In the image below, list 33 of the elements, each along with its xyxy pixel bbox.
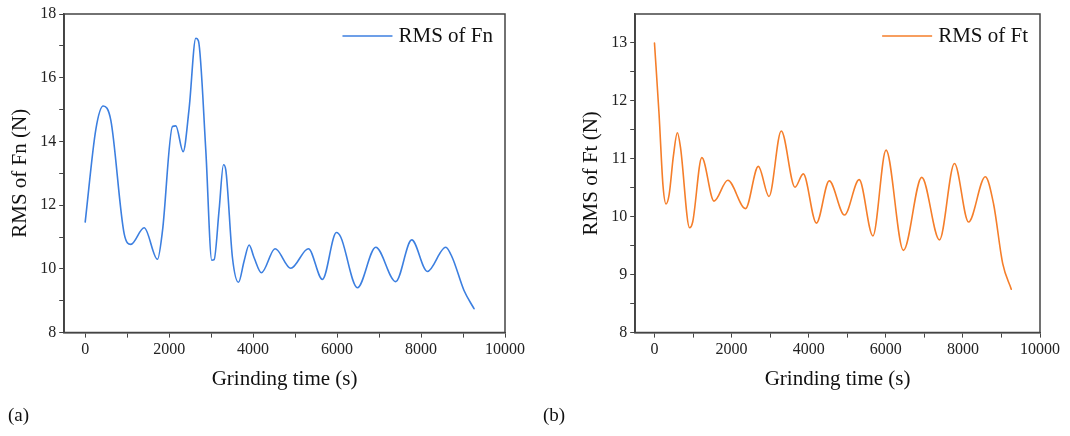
y-tick-label: 12: [611, 91, 628, 109]
x-tick-label: 8000: [405, 340, 438, 358]
line-series: [653, 42, 1013, 290]
x-axis-title: Grinding time (s): [211, 365, 358, 390]
x-tick-label: 10000: [485, 340, 525, 358]
x-tick-label: 2000: [715, 340, 748, 358]
x-tick-label: 4000: [237, 340, 270, 358]
x-tick-label: 6000: [869, 340, 902, 358]
y-axis-title: RMS of Fn (N): [7, 108, 32, 238]
y-tick-label: 13: [611, 33, 628, 51]
x-tick-label: 0: [81, 340, 90, 358]
legend-label: RMS of Ft: [938, 22, 1029, 47]
y-tick-label: 8: [619, 322, 628, 340]
x-tick-label: 10000: [1020, 340, 1060, 358]
y-tick-label: 8: [48, 322, 57, 340]
y-axis-title: RMS of Ft (N): [578, 111, 603, 236]
y-tick-label: 11: [611, 149, 628, 167]
y-tick-label: 12: [40, 195, 57, 213]
text: (a): [8, 404, 30, 426]
y-tick-label: 18: [40, 4, 57, 22]
legend-label: RMS of Fn: [398, 22, 494, 47]
x-tick-label: 0: [650, 340, 659, 358]
y-tick-label: 16: [40, 67, 57, 85]
x-tick-label: 6000: [321, 340, 354, 358]
y-tick-label: 10: [40, 259, 57, 277]
x-axis-title: Grinding time (s): [764, 365, 911, 390]
text: (b): [543, 404, 566, 426]
x-tick-label: 4000: [792, 340, 825, 358]
y-tick-label: 9: [619, 264, 628, 282]
x-tick-label: 8000: [946, 340, 979, 358]
y-tick-label: 14: [40, 131, 57, 149]
x-tick-label: 2000: [153, 340, 186, 358]
y-tick-label: 10: [611, 206, 628, 224]
